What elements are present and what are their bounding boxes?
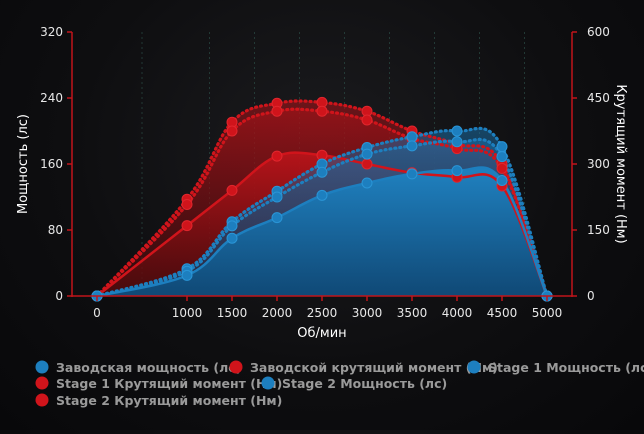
series-1-point bbox=[407, 169, 417, 179]
x-tick-label: 2000 bbox=[262, 306, 293, 320]
x-tick-label: 1000 bbox=[172, 306, 203, 320]
series-4-point bbox=[227, 126, 237, 136]
legend-marker bbox=[468, 361, 481, 374]
series-3-point bbox=[272, 192, 282, 202]
legend-label: Stage 1 Крутящий момент (Нм) bbox=[56, 376, 282, 391]
series-4-point bbox=[317, 106, 327, 116]
series-2-point bbox=[182, 221, 192, 231]
series-3-point bbox=[452, 137, 462, 147]
series-1-point bbox=[497, 176, 507, 186]
legend-label: Stage 2 Мощность (лс) bbox=[282, 376, 447, 391]
y-right-tick-label: 600 bbox=[587, 25, 610, 39]
series-2-point bbox=[362, 159, 372, 169]
legend-marker bbox=[230, 361, 243, 374]
series-3-point bbox=[227, 221, 237, 231]
y-left-tick-label: 80 bbox=[48, 223, 63, 237]
series-5-point bbox=[452, 126, 462, 136]
series-5-point bbox=[497, 142, 507, 152]
series-5-point bbox=[407, 132, 417, 142]
legend-label: Заводская мощность (лс) bbox=[56, 360, 241, 375]
y-left-tick-label: 0 bbox=[55, 289, 63, 303]
legend-label: Заводской крутящий момент (Нм) bbox=[250, 360, 498, 375]
series-3-point bbox=[362, 149, 372, 159]
series-2-point bbox=[272, 151, 282, 161]
y-left-tick-label: 240 bbox=[40, 91, 63, 105]
series-1-point bbox=[362, 178, 372, 188]
series-1-point bbox=[452, 166, 462, 176]
series-3-point bbox=[497, 152, 507, 162]
x-tick-label: 1500 bbox=[217, 306, 248, 320]
x-tick-label: 4000 bbox=[442, 306, 473, 320]
x-tick-label: 5000 bbox=[532, 306, 563, 320]
legend-label: Stage 1 Мощность (лс) bbox=[488, 360, 644, 375]
y-left-tick-label: 320 bbox=[40, 25, 63, 39]
series-2-point bbox=[227, 185, 237, 195]
series-1-point bbox=[317, 190, 327, 200]
legend-marker bbox=[36, 377, 49, 390]
series-4-point bbox=[362, 115, 372, 125]
legend: Заводская мощность (лс) Заводской крутящи… bbox=[36, 360, 644, 408]
x-tick-label: 2500 bbox=[307, 306, 338, 320]
legend-marker bbox=[36, 361, 49, 374]
series-1-point bbox=[272, 213, 282, 223]
legend-label: Stage 2 Крутящий момент (Нм) bbox=[56, 393, 282, 408]
y-right-tick-label: 150 bbox=[587, 223, 610, 237]
x-tick-label: 0 bbox=[93, 306, 101, 320]
x-axis-title: Об/мин bbox=[297, 326, 346, 341]
series-3-point bbox=[317, 167, 327, 177]
legend-marker bbox=[36, 394, 49, 407]
y-axis-left-title: Мощность (лс) bbox=[16, 114, 31, 214]
series-3-point bbox=[407, 141, 417, 151]
x-tick-label: 3500 bbox=[397, 306, 428, 320]
series-1-point bbox=[182, 270, 192, 280]
series-4-point bbox=[272, 106, 282, 116]
series-4-point bbox=[182, 199, 192, 209]
y-axis-right-title: Крутящий момент (Нм) bbox=[613, 84, 628, 243]
x-tick-label: 4500 bbox=[487, 306, 518, 320]
legend-marker bbox=[262, 377, 275, 390]
x-tick-label: 3000 bbox=[352, 306, 383, 320]
series-1-point bbox=[227, 233, 237, 243]
y-right-tick-label: 450 bbox=[587, 91, 610, 105]
y-right-tick-label: 300 bbox=[587, 157, 610, 171]
y-right-tick-label: 0 bbox=[587, 289, 595, 303]
series-4-point bbox=[497, 163, 507, 173]
y-left-tick-label: 160 bbox=[40, 157, 63, 171]
